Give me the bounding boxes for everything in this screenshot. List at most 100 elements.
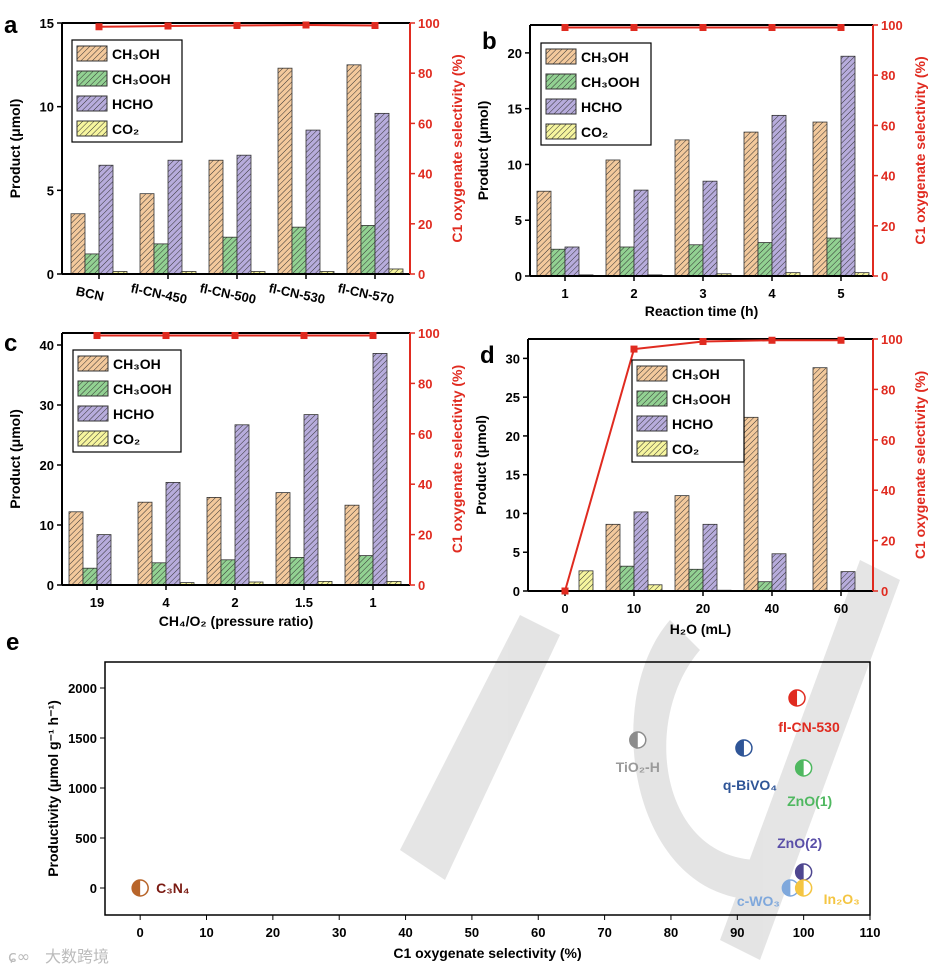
y-tick-label: 1000: [68, 781, 97, 796]
point-marker-fill: [795, 760, 804, 776]
selectivity-point: [300, 332, 308, 340]
y2-tick-label: 0: [881, 269, 888, 284]
legend-label-HCHO: HCHO: [672, 416, 713, 432]
bar-CH3OOH-fl-CN-450: [153, 243, 169, 275]
x-tick-label: 5: [837, 286, 844, 301]
watermark-logo-icon: ɕ∞: [8, 947, 30, 966]
x-tick-label: 40: [765, 601, 779, 616]
legend-swatch-CH3OH: [76, 45, 108, 62]
x-tick-label: 2: [231, 595, 238, 610]
x-tick-label: 10: [199, 925, 213, 940]
panel-label: e: [6, 629, 19, 656]
legend-swatch-CH3OH: [77, 355, 109, 372]
y-tick-label: 20: [508, 46, 522, 61]
selectivity-point: [630, 345, 638, 353]
bar-HCHO-2: [633, 189, 649, 277]
bar-HCHO-fl-CN-500: [236, 154, 252, 275]
y-tick-label: 2000: [68, 681, 97, 696]
x-tick-label: 30: [332, 925, 346, 940]
bar-HCHO-3: [702, 180, 718, 277]
y-tick-label: 20: [506, 429, 520, 444]
y-tick-label: 20: [40, 458, 54, 473]
panel-label: c: [4, 330, 17, 357]
x-tick-label: 60: [834, 601, 848, 616]
bar-CH3OH-20: [674, 495, 690, 592]
legend-label-CH3OH: CH₃OH: [112, 46, 160, 62]
vch-watermark: [400, 560, 900, 960]
x-tick-label: 1.5: [295, 595, 313, 610]
legend-label-CO2: CO₂: [672, 441, 699, 457]
panel-label: b: [482, 28, 497, 55]
legend: CH₃OH CH₃OOH HCHO CO₂: [631, 359, 745, 463]
y-tick-label: 10: [508, 157, 522, 172]
point-label: TiO₂-H: [616, 759, 660, 775]
selectivity-point: [162, 332, 170, 340]
y-tick-label: 5: [47, 183, 54, 198]
selectivity-point: [95, 23, 103, 31]
bar-CH3OH-10: [605, 523, 621, 592]
bar-HCHO-1: [372, 352, 388, 586]
bar-HCHO-fl-CN-570: [374, 112, 390, 275]
x-axis-label: Reaction time (h): [645, 303, 759, 319]
bar-CH3OOH-fl-CN-500: [222, 236, 238, 275]
selectivity-point: [630, 24, 638, 32]
y2-tick-label: 100: [418, 16, 440, 31]
x-tick-label: 1: [561, 286, 568, 301]
bar-HCHO-fl-CN-530: [305, 129, 321, 275]
x-tick-label: 4: [162, 595, 170, 610]
x-tick-label: 1: [369, 595, 376, 610]
legend: CH₃OH CH₃OOH HCHO CO₂: [540, 42, 652, 146]
panel-d: d 0 5 10 15 20 25 30 0 20 40 60 80 100 0 10 20 40 60 H₂O (m…: [473, 332, 928, 637]
y2-axis-label: C1 oxygenate selectivity (%): [912, 56, 928, 244]
bar-CH3OH-2: [605, 159, 621, 277]
y2-tick-label: 80: [881, 68, 895, 83]
legend: CH₃OH CH₃OOH HCHO CO₂: [72, 349, 182, 453]
y2-tick-label: 100: [881, 18, 903, 33]
selectivity-point: [561, 24, 569, 32]
bar-CH3OOH-40: [757, 581, 773, 592]
y2-tick-label: 60: [418, 116, 432, 131]
bar-CH3OH-fl-CN-570: [346, 64, 362, 275]
y2-tick-label: 0: [881, 584, 888, 599]
y-tick-label: 5: [515, 213, 522, 228]
x-tick-label: BCN: [75, 283, 106, 304]
point-label: C₃N₄: [156, 880, 189, 896]
x-tick-label: 0: [137, 925, 144, 940]
bar-CH3OOH-4: [757, 242, 773, 277]
selectivity-point: [302, 21, 310, 29]
bar-CH3OH-60: [812, 367, 828, 592]
bar-CH3OOH-1.5: [289, 557, 305, 586]
x-tick-label: fl-CN-570: [336, 280, 395, 307]
x-tick-label: fl-CN-530: [267, 280, 326, 307]
legend-swatch-CO2: [76, 120, 108, 137]
legend-swatch-CO2: [636, 440, 668, 457]
bar-CH3OH-1: [536, 190, 552, 277]
legend-swatch-CH3OOH: [636, 390, 668, 407]
panel-b: b 0 5 10 15 20 0 20 40 60 80 100 1 2 3 4 5 Reaction time …: [475, 18, 928, 319]
y2-tick-label: 40: [418, 477, 432, 492]
bar-CH3OOH-19: [82, 567, 98, 586]
bar-CH3OH-19: [68, 511, 84, 586]
x-tick-label: 40: [398, 925, 412, 940]
y-tick-label: 15: [40, 16, 54, 31]
bar-CH3OOH-4: [151, 562, 167, 586]
y2-tick-label: 60: [881, 433, 895, 448]
selectivity-point: [371, 22, 379, 30]
y2-tick-label: 40: [881, 483, 895, 498]
y-tick-label: 10: [40, 100, 54, 115]
bar-HCHO-1.5: [303, 414, 319, 586]
selectivity-point: [837, 336, 845, 344]
selectivity-point: [233, 22, 241, 30]
legend-label-CH3OOH: CH₃OOH: [113, 381, 172, 397]
x-tick-label: fl-CN-500: [198, 280, 257, 307]
bar-CH3OOH-1: [550, 248, 566, 277]
selectivity-point: [699, 338, 707, 346]
legend-label-CO2: CO₂: [113, 431, 140, 447]
legend-label-CO2: CO₂: [581, 124, 608, 140]
y-tick-label: 10: [40, 518, 54, 533]
bar-CH3OH-4: [743, 131, 759, 277]
bar-CH3OOH-3: [688, 244, 704, 277]
x-tick-label: 90: [730, 925, 744, 940]
point-marker-fill: [789, 690, 798, 706]
